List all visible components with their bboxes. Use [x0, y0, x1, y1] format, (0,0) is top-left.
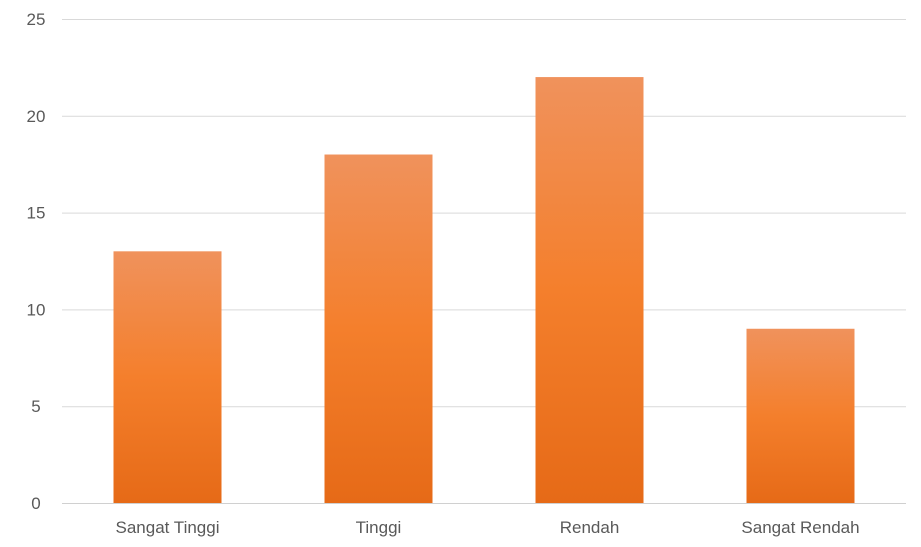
y-tick-label: 25: [27, 10, 46, 29]
bar-tinggi: [324, 154, 433, 503]
y-tick-label: 5: [31, 397, 40, 416]
bar-rendah: [535, 77, 644, 503]
bar-sangat-tinggi: [113, 251, 222, 503]
y-tick-label: 0: [31, 494, 40, 513]
x-axis-tick-labels: Sangat Tinggi Tinggi Rendah Sangat Rendah: [116, 518, 860, 537]
y-tick-label: 20: [27, 107, 46, 126]
x-tick-label: Sangat Tinggi: [116, 518, 220, 537]
x-tick-label: Rendah: [560, 518, 620, 537]
bar-sangat-rendah: [746, 328, 855, 503]
x-tick-label: Sangat Rendah: [741, 518, 859, 537]
y-axis-tick-labels: 0 5 10 15 20 25: [27, 10, 46, 513]
x-tick-label: Tinggi: [356, 518, 402, 537]
y-tick-label: 10: [27, 300, 46, 319]
bars: [113, 77, 855, 503]
y-tick-label: 15: [27, 204, 46, 223]
